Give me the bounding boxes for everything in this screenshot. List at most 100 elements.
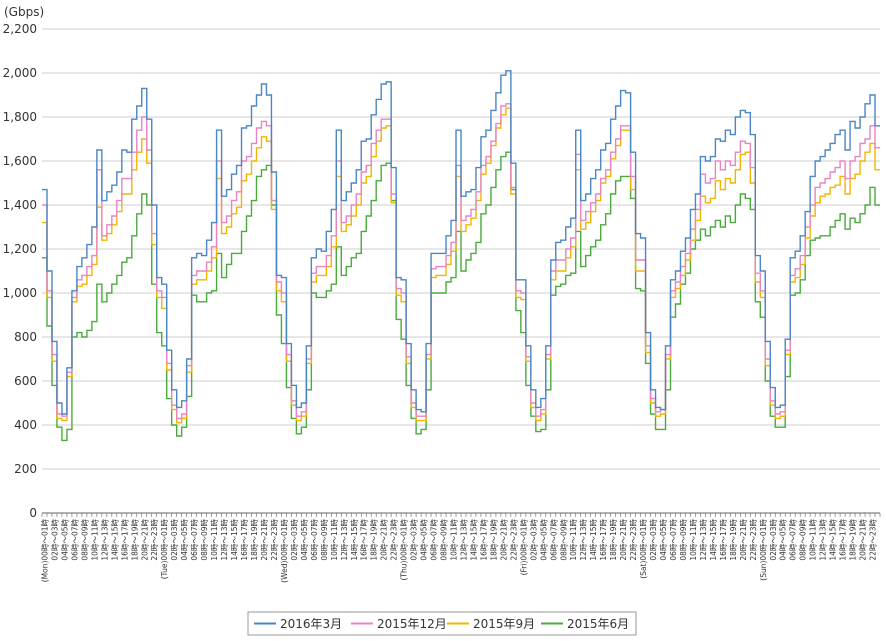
x-tick-label: 18時～19時	[370, 519, 379, 561]
hour-label: 06時～07時	[789, 519, 798, 561]
y-tick-label: 600	[14, 374, 37, 388]
x-tick-label: 18時～19時	[609, 519, 618, 561]
hour-label: 10時～11時	[210, 519, 219, 561]
hour-label: 22時～23時	[150, 519, 159, 561]
hour-label: 00時～01時	[400, 519, 409, 561]
hour-label: 16時～17時	[120, 519, 129, 561]
y-tick-label: 400	[14, 418, 37, 432]
hour-label: 16時～17時	[240, 519, 249, 561]
hour-label: 16時～17時	[360, 519, 369, 561]
x-tick-label: 16時～17時	[839, 519, 848, 561]
x-tick-label: 20時～21時	[499, 519, 508, 561]
hour-label: 00時～01時	[280, 519, 289, 561]
x-tick-label: 22時～23時	[509, 519, 518, 561]
hour-label: 06時～07時	[190, 519, 199, 561]
hour-label: 14時～15時	[350, 519, 359, 561]
x-tick-label: 14時～15時	[829, 519, 838, 561]
x-tick-label: 16時～17時	[120, 519, 129, 561]
hour-label: 18時～19時	[130, 519, 139, 561]
hour-label: 20時～21時	[499, 519, 508, 561]
hour-label: 08時～09時	[80, 519, 89, 561]
x-tick-label: 06時～07時	[70, 519, 79, 561]
x-tick-label: 10時～11時	[330, 519, 339, 561]
x-tick-label: (Thu)00時～01時	[400, 519, 409, 581]
hour-label: 14時～15時	[589, 519, 598, 561]
day-label: (Sat)	[639, 561, 648, 579]
hour-label: 20時～21時	[739, 519, 748, 561]
x-tick-label: 08時～09時	[440, 519, 449, 561]
hour-label: 02時～03時	[649, 519, 658, 561]
x-tick-label: 18時～19時	[130, 519, 139, 561]
x-tick-label: 04時～05時	[300, 519, 309, 561]
hour-label: 20時～21時	[619, 519, 628, 561]
hour-label: 12時～13時	[459, 519, 468, 561]
series-line	[42, 70, 880, 415]
x-tick-label: 14時～15時	[709, 519, 718, 561]
y-tick-label: 800	[14, 330, 37, 344]
x-tick-label: 02時～03時	[290, 519, 299, 561]
hour-label: 08時～09時	[440, 519, 449, 561]
hour-label: 04時～05時	[60, 519, 69, 561]
y-tick-label: 1,400	[3, 198, 37, 212]
hour-label: 22時～23時	[629, 519, 638, 561]
x-tick-label: 10時～11時	[210, 519, 219, 561]
legend: 2016年3月 2015年12月 2015年9月 2015年6月	[247, 611, 637, 636]
x-tick-label: 12時～13時	[100, 519, 109, 561]
series-line	[42, 151, 880, 442]
hour-label: 16時～17時	[719, 519, 728, 561]
x-tick-label: 08時～09時	[320, 519, 329, 561]
x-tick-label: 22時～23時	[869, 519, 878, 561]
legend-label: 2015年12月	[377, 617, 447, 631]
hour-label: 10時～11時	[330, 519, 339, 561]
x-tick-label: 10時～11時	[689, 519, 698, 561]
hour-label: 00時～01時	[759, 519, 768, 561]
hour-label: 18時～19時	[250, 519, 259, 561]
x-tick-label: 12時～13時	[340, 519, 349, 561]
hour-label: 04時～05時	[539, 519, 548, 561]
x-tick-label: 12時～13時	[579, 519, 588, 561]
x-tick-label: 14時～15時	[110, 519, 119, 561]
hour-label: 00時～01時	[519, 519, 528, 561]
x-tick-label: 06時～07時	[549, 519, 558, 561]
hour-label: 10時～11時	[689, 519, 698, 561]
x-tick-label: 20時～21時	[140, 519, 149, 561]
day-label: (Tue)	[160, 561, 169, 580]
hour-label: 14時～15時	[829, 519, 838, 561]
hour-label: 08時～09時	[799, 519, 808, 561]
hour-label: 22時～23時	[749, 519, 758, 561]
x-tick-label: 02時～03時	[649, 519, 658, 561]
hour-label: 12時～13時	[220, 519, 229, 561]
x-tick-label: 06時～07時	[430, 519, 439, 561]
x-tick-label: 22時～23時	[270, 519, 279, 561]
hour-label: 08時～09時	[679, 519, 688, 561]
hour-label: 14時～15時	[110, 519, 119, 561]
day-label: (Sun)	[759, 561, 768, 581]
x-tick-label: 06時～07時	[190, 519, 199, 561]
hour-label: 02時～03時	[170, 519, 179, 561]
y-tick-label: 0	[29, 506, 37, 520]
x-tick-label: 16時～17時	[479, 519, 488, 561]
x-tick-label: 08時～09時	[80, 519, 89, 561]
x-tick-label: 16時～17時	[599, 519, 608, 561]
x-tick-label: 06時～07時	[789, 519, 798, 561]
x-tick-label: 08時～09時	[679, 519, 688, 561]
hour-label: 06時～07時	[310, 519, 319, 561]
hour-label: 12時～13時	[579, 519, 588, 561]
hour-label: 10時～11時	[569, 519, 578, 561]
x-tick-label: 04時～05時	[659, 519, 668, 561]
y-tick-label: 1,200	[3, 242, 37, 256]
x-tick-label: 08時～09時	[559, 519, 568, 561]
hour-label: 06時～07時	[549, 519, 558, 561]
hour-label: 22時～23時	[270, 519, 279, 561]
hour-label: 18時～19時	[729, 519, 738, 561]
legend-label: 2016年3月	[280, 617, 342, 631]
x-axis: (Mon)00時～01時 02時～03時 04時～05時 06時～07時 08時～09時…	[40, 513, 881, 583]
series-line	[42, 103, 880, 420]
hour-label: 00時～01時	[639, 519, 648, 561]
hour-label: 02時～03時	[50, 519, 59, 561]
day-label: (Wed)	[280, 561, 289, 583]
hour-label: 18時～19時	[370, 519, 379, 561]
x-tick-label: 12時～13時	[459, 519, 468, 561]
x-tick-label: 02時～03時	[170, 519, 179, 561]
y-tick-labels: 0 200 400 600 800 1,000 1,200 1,400 1,600 1,800 2,…	[3, 22, 37, 520]
